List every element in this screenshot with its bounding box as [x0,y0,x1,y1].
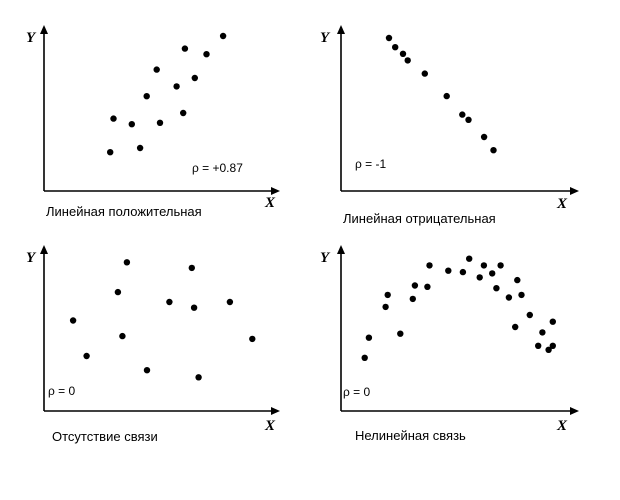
data-point [107,149,114,156]
panel-caption: Нелинейная связь [355,428,466,443]
data-point [382,303,389,311]
y-axis-label: Y [320,250,331,266]
data-point [128,121,135,128]
data-point [497,262,504,269]
x-axis-label: X [556,196,568,212]
data-point [539,329,546,336]
data-point [173,83,180,90]
data-point [392,44,399,51]
data-point [466,255,473,262]
data-point [514,276,521,284]
data-point [195,374,202,381]
data-point [490,147,497,154]
panel-caption: Линейная отрицательная [343,211,496,226]
data-point [476,274,483,281]
x-axis-label: X [264,418,276,434]
data-point [114,288,122,296]
correlation-annotation: ρ = 0 [48,384,76,398]
data-point [156,119,164,127]
data-point [424,283,431,290]
data-point [361,354,368,361]
data-point [188,264,195,272]
data-point [426,262,433,269]
data-point [136,144,144,152]
scatter-panel-2: X Yρ = -1 Линейная отрицательная [320,25,579,226]
data-point [249,335,256,343]
panel-caption: Отсутствие связи [52,429,158,444]
x-axis-label: X [556,418,568,434]
data-point [505,294,513,301]
data-point [549,342,556,349]
data-point [119,332,126,340]
data-point [409,295,416,303]
data-point [69,317,77,324]
data-point [123,259,131,266]
data-point [190,304,198,311]
data-point [526,311,533,319]
data-point [384,291,391,299]
data-point [143,367,151,374]
data-point [549,318,556,325]
y-axis-arrow-icon [40,25,48,34]
x-axis-arrow-icon [271,407,280,415]
data-point [83,352,90,360]
data-point [365,334,373,341]
scatter-panel-1: X Yρ = +0.87 Линейная положительная [26,25,280,219]
data-point [459,268,467,276]
data-point [512,323,519,331]
x-axis-arrow-icon [570,407,579,415]
data-point [203,51,210,58]
y-axis-label: Y [26,30,37,46]
scatter-panel-4: X Yρ = 0 Нелинейная связь [320,245,579,443]
data-point [153,66,160,73]
panel-caption: Линейная положительная [46,204,202,219]
data-point [545,346,552,353]
data-point [445,267,452,274]
data-point [493,285,500,292]
data-point [411,282,419,289]
data-point [180,109,187,117]
data-point [518,291,525,299]
data-point [143,93,150,100]
data-point [421,70,428,77]
data-point [385,34,393,42]
x-axis-arrow-icon [570,187,579,195]
data-point [465,116,472,124]
data-point [397,330,404,337]
data-point [480,262,488,269]
data-point [219,32,227,40]
data-point [110,115,117,122]
y-axis-label: Y [26,250,37,266]
data-point [399,50,407,57]
correlation-annotation: ρ = 0 [343,385,371,399]
data-point [226,298,234,306]
y-axis-label: Y [320,30,331,46]
correlation-annotation: ρ = -1 [355,157,386,171]
data-point [480,133,488,141]
data-point [443,92,450,100]
x-axis-label: X [264,195,276,211]
data-point [459,111,466,118]
data-point [191,74,198,82]
data-point [535,342,542,349]
data-point [489,270,496,277]
data-point [181,45,189,52]
correlation-annotation: ρ = +0.87 [192,161,243,175]
data-point [404,57,411,64]
y-axis-arrow-icon [337,245,345,254]
data-point [166,298,173,306]
y-axis-arrow-icon [337,25,345,34]
scatter-panel-3: X Yρ = 0 Отсутствие связи [26,245,280,444]
y-axis-arrow-icon [40,245,48,254]
x-axis-arrow-icon [271,187,280,195]
